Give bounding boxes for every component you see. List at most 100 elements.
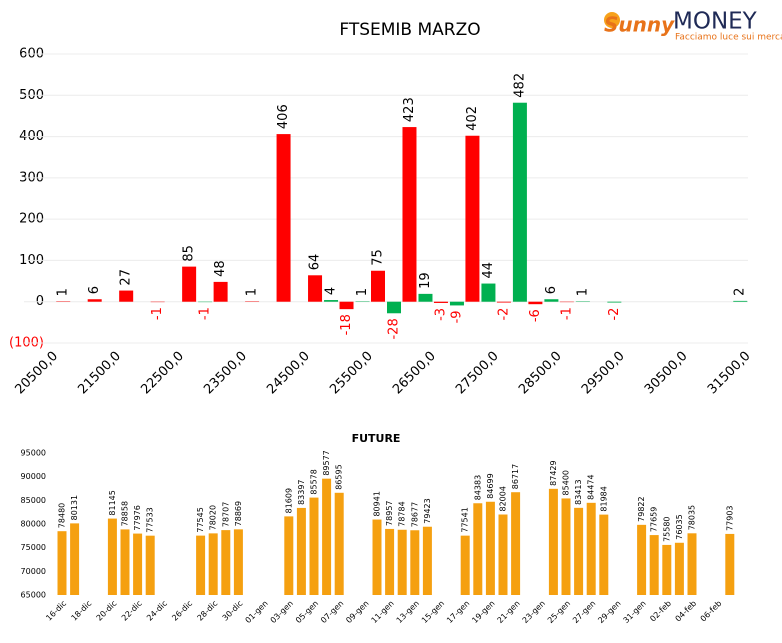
- x-tick-label: 02-feb: [648, 599, 673, 624]
- data-label: 1: [56, 288, 71, 296]
- data-label: 27: [119, 269, 134, 286]
- data-label: 80131: [70, 495, 79, 520]
- data-label: 86717: [511, 464, 520, 489]
- data-label: 81609: [284, 488, 293, 513]
- chart-title: FUTURE: [352, 432, 401, 445]
- x-tick-label: 23500,0: [201, 349, 250, 398]
- bar: [276, 134, 291, 302]
- bar: [385, 528, 395, 595]
- data-label: 76035: [675, 514, 684, 539]
- bar: [233, 529, 243, 595]
- bar: [387, 301, 401, 314]
- bar: [544, 299, 559, 302]
- bar: [196, 535, 206, 595]
- bar: [339, 301, 354, 310]
- x-tick-label: 20500,0: [12, 349, 61, 398]
- bar: [371, 270, 385, 302]
- data-label: 87429: [549, 460, 558, 485]
- bar: [213, 281, 228, 302]
- data-label: 44: [481, 262, 496, 279]
- bar: [422, 526, 432, 595]
- data-label: 77533: [146, 507, 155, 532]
- data-label: 85578: [310, 469, 319, 494]
- data-label: 6: [544, 286, 559, 294]
- data-label: -3: [433, 308, 448, 321]
- y-tick-label: 75000: [21, 543, 46, 552]
- data-label: 82004: [499, 486, 508, 511]
- x-tick-label: 07-gen: [319, 599, 345, 625]
- bar: [733, 300, 748, 302]
- x-tick-label: 19-gen: [470, 599, 496, 625]
- data-label: 78480: [58, 503, 67, 528]
- x-tick-label: 29-gen: [596, 599, 622, 625]
- data-label: 48: [213, 260, 228, 277]
- x-tick-label: 27500,0: [453, 349, 502, 398]
- x-tick-label: 15-gen: [420, 599, 446, 625]
- bar: [182, 266, 197, 302]
- data-label: 81984: [599, 486, 608, 511]
- data-label: 79822: [637, 496, 646, 521]
- bar: [284, 516, 294, 595]
- bar: [322, 478, 332, 595]
- x-tick-label: 25500,0: [327, 349, 376, 398]
- data-label: 77903: [725, 505, 734, 530]
- data-label: 81145: [108, 490, 117, 515]
- bar: [586, 502, 596, 595]
- bar: [145, 535, 155, 595]
- data-label: -2: [607, 308, 622, 321]
- x-tick-label: 18-dic: [70, 599, 94, 623]
- x-tick-label: 31500,0: [705, 349, 754, 398]
- x-tick-label: 21500,0: [75, 349, 124, 398]
- data-label: 78707: [221, 502, 230, 527]
- y-tick-label: 65000: [21, 591, 46, 600]
- x-tick-label: 26-dic: [170, 599, 194, 623]
- data-label: 406: [276, 104, 291, 129]
- x-tick-label: 17-gen: [445, 599, 471, 625]
- data-label: 423: [402, 97, 417, 122]
- bar: [561, 498, 571, 595]
- data-label: 84699: [486, 473, 495, 498]
- bar: [481, 283, 496, 302]
- data-label: -2: [496, 308, 511, 321]
- data-label: 64: [308, 254, 323, 271]
- logo-brand: Sunny: [604, 13, 675, 37]
- data-label: 1: [245, 288, 260, 296]
- y-tick-label: 90000: [21, 472, 46, 481]
- logo-name: MONEY: [673, 9, 758, 35]
- data-label: 75: [371, 249, 386, 266]
- x-tick-label: 29500,0: [579, 349, 628, 398]
- data-label: 89577: [322, 450, 331, 475]
- bar: [599, 514, 609, 595]
- bar: [449, 301, 464, 306]
- data-label: -9: [449, 310, 464, 323]
- data-label: 1: [355, 288, 370, 296]
- bar: [460, 535, 470, 595]
- bar: [528, 301, 543, 305]
- x-tick-label: 09-gen: [344, 599, 370, 625]
- x-tick-label: 26500,0: [390, 349, 439, 398]
- y-tick-label: 70000: [21, 567, 46, 576]
- bar: [372, 519, 382, 595]
- data-label: 4: [324, 287, 339, 295]
- x-tick-label: 20-dic: [95, 599, 119, 623]
- bar: [574, 507, 584, 595]
- data-label: -1: [150, 307, 165, 320]
- bar: [208, 533, 218, 595]
- x-tick-label: 01-gen: [244, 599, 270, 625]
- data-label: 19: [418, 272, 433, 289]
- y-tick-label: 95000: [21, 449, 46, 458]
- data-label: 84383: [473, 475, 482, 500]
- data-label: -28: [387, 318, 402, 339]
- bar: [107, 518, 117, 595]
- x-tick-label: 28-dic: [196, 599, 220, 623]
- bar: [674, 542, 684, 595]
- bar: [548, 488, 558, 595]
- bar: [334, 492, 344, 595]
- data-label: -6: [528, 309, 543, 322]
- x-tick-label: 06-feb: [699, 599, 724, 624]
- bar: [221, 530, 231, 595]
- data-label: 84474: [587, 474, 596, 499]
- data-label: 86595: [335, 464, 344, 489]
- data-label: 78858: [121, 501, 130, 526]
